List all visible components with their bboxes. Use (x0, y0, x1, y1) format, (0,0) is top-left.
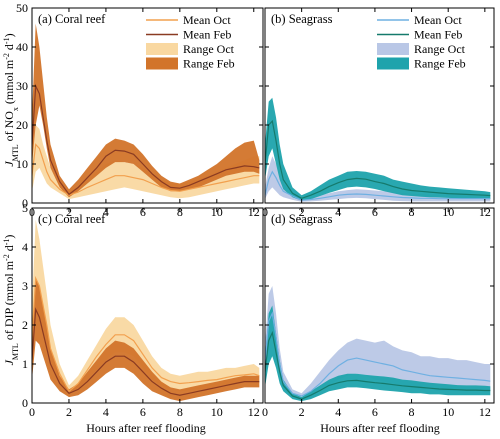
panel-title: (a) Coral reef (38, 12, 106, 26)
x-tick-label: 2 (299, 405, 305, 419)
band-range-feb (32, 278, 260, 402)
x-tick-label: 10 (211, 405, 223, 419)
y-tick-label: 4 (22, 240, 28, 254)
x-tick-label: 0 (262, 405, 268, 419)
legend-label: Mean Oct (414, 13, 462, 27)
y-tick-label: 50 (16, 1, 28, 15)
panel-title: (d) Seagrass (271, 212, 333, 226)
x-tick-label: 2 (66, 405, 72, 419)
x-tick-label: 12 (479, 405, 491, 419)
band-range-feb (32, 23, 260, 198)
panel-title: (c) Coral reef (38, 212, 106, 226)
y-tick-label: 20 (16, 118, 28, 132)
legend-swatch (146, 43, 178, 55)
y-tick-label: 1 (22, 357, 28, 371)
y-tick-label: 0 (22, 396, 28, 410)
x-axis-label-left: Hours after reef flooding (86, 421, 206, 435)
panel-title: (b) Seagrass (271, 12, 333, 26)
plot-frame (264, 7, 495, 204)
y-tick-label: 0 (22, 196, 28, 210)
y-tick-label: 40 (16, 40, 28, 54)
y-axis-label-nox: JMTL of NOx (mmol m-2 d-1) (2, 33, 20, 166)
line-mean-oct (32, 143, 260, 196)
x-tick-label: 6 (140, 405, 146, 419)
legend-label: Range Oct (414, 42, 466, 56)
legend-swatch (146, 57, 178, 70)
line-mean-oct (32, 275, 260, 393)
line-mean-feb (265, 330, 491, 400)
panel-4: 0 2 4 6 8 10 12 (d) Seagrass (262, 207, 495, 419)
x-tick-label: 8 (409, 405, 415, 419)
line-mean-feb (32, 307, 260, 396)
plot-frame (31, 7, 264, 204)
y-axis-label-dip: JMTL of DIP (mmol m-2 d-1) (2, 235, 20, 366)
y-tick-label: 2 (22, 318, 28, 332)
legend-label: Range Oct (183, 42, 235, 56)
x-tick-label: 12 (248, 405, 260, 419)
plot-frame (31, 207, 264, 404)
line-mean-oct (265, 311, 491, 397)
line-mean-feb (265, 119, 491, 199)
x-tick-label: 4 (335, 405, 341, 419)
x-tick-label: 0 (29, 405, 35, 419)
x-tick-label: 10 (442, 405, 454, 419)
legend-swatch (377, 57, 409, 70)
x-axis-label-right: Hours after reef flooding (320, 421, 440, 435)
line-mean-feb (32, 83, 260, 196)
legend-label: Range Feb (414, 57, 466, 71)
band-range-feb (265, 97, 491, 201)
legend-label: Mean Feb (183, 28, 231, 42)
plot-frame (264, 207, 495, 404)
y-tick-label: 30 (16, 79, 28, 93)
line-mean-oct (265, 170, 491, 201)
band-range-feb (265, 305, 491, 402)
legend-swatch (377, 43, 409, 55)
legend-label: Mean Oct (183, 13, 231, 27)
legend-label: Range Feb (183, 57, 235, 71)
band-range-oct (265, 286, 491, 400)
x-tick-label: 6 (372, 405, 378, 419)
y-tick-label: 5 (22, 201, 28, 215)
y-tick-label: 10 (16, 157, 28, 171)
x-tick-label: 8 (177, 405, 183, 419)
legend-label: Mean Feb (414, 28, 462, 42)
y-tick-label: 3 (22, 279, 28, 293)
x-tick-label: 4 (103, 405, 109, 419)
